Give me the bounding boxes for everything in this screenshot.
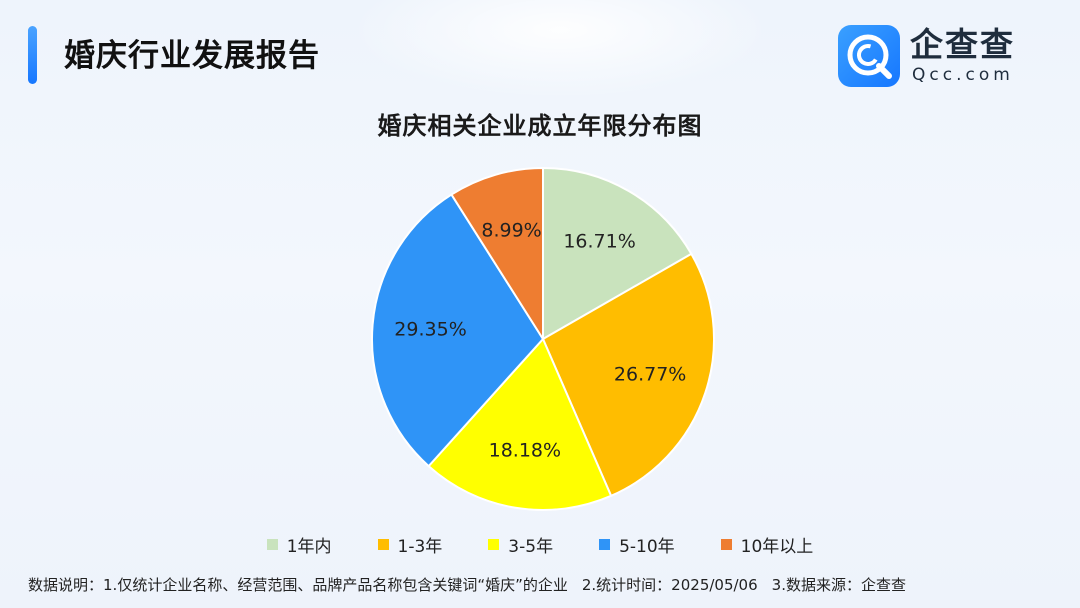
- legend-item-2: 1-3年: [377, 532, 443, 557]
- pie-slice-label-5: 8.99%: [481, 220, 541, 242]
- legend-label-4: 5-10年: [619, 537, 675, 557]
- title-accent-bar: [28, 26, 37, 84]
- pie-slice-4: [371, 193, 545, 468]
- pie-slice-3: [427, 337, 613, 511]
- legend-swatch-4: [599, 539, 611, 550]
- logo-text: 企查查: [910, 25, 1015, 64]
- legend-label-3: 3-5年: [508, 537, 554, 557]
- chart-legend: 1年内 1-3年 3-5年 5-10年 10年以上: [0, 532, 1080, 557]
- logo-domain: Qcc.com: [912, 65, 1014, 85]
- pie-slice-label-2: 26.77%: [614, 364, 686, 386]
- legend-item-4: 5-10年: [599, 532, 675, 557]
- legend-label-1: 1年内: [286, 537, 332, 557]
- legend-swatch-2: [377, 539, 389, 550]
- pie-slice-label-3: 18.18%: [489, 439, 561, 461]
- footnote-note-3: 3.数据来源：企查查: [771, 576, 906, 594]
- pie-slice-5: [450, 166, 544, 343]
- pie-slice-1: [542, 166, 693, 341]
- qcc-logo-icon: [838, 25, 900, 87]
- legend-swatch-1: [266, 539, 278, 550]
- legend-item-1: 1年内: [266, 532, 332, 557]
- qcc-logo: 企查查 Qcc.com: [838, 25, 1048, 89]
- chart-title: 婚庆相关企业成立年限分布图: [377, 112, 703, 140]
- footnote: 数据说明：1.仅统计企业名称、经营范围、品牌产品名称包含关键词“婚庆”的企业 2.…: [28, 574, 920, 595]
- footnote-note-2: 2.统计时间：2025/05/06: [581, 576, 758, 594]
- legend-swatch-5: [720, 539, 732, 550]
- footnote-note-1: 1.仅统计企业名称、经营范围、品牌产品名称包含关键词“婚庆”的企业: [103, 576, 568, 594]
- legend-item-5: 10年以上: [720, 532, 814, 557]
- legend-item-3: 3-5年: [488, 532, 553, 557]
- pie-slice-label-4: 29.35%: [394, 319, 466, 341]
- legend-label-5: 10年以上: [740, 537, 814, 557]
- legend-label-2: 1-3年: [397, 537, 443, 557]
- footnote-label: 数据说明：: [28, 576, 104, 594]
- legend-swatch-3: [488, 539, 500, 550]
- pie-slice-label-1: 16.71%: [563, 230, 635, 252]
- report-title: 婚庆行业发展报告: [64, 38, 320, 74]
